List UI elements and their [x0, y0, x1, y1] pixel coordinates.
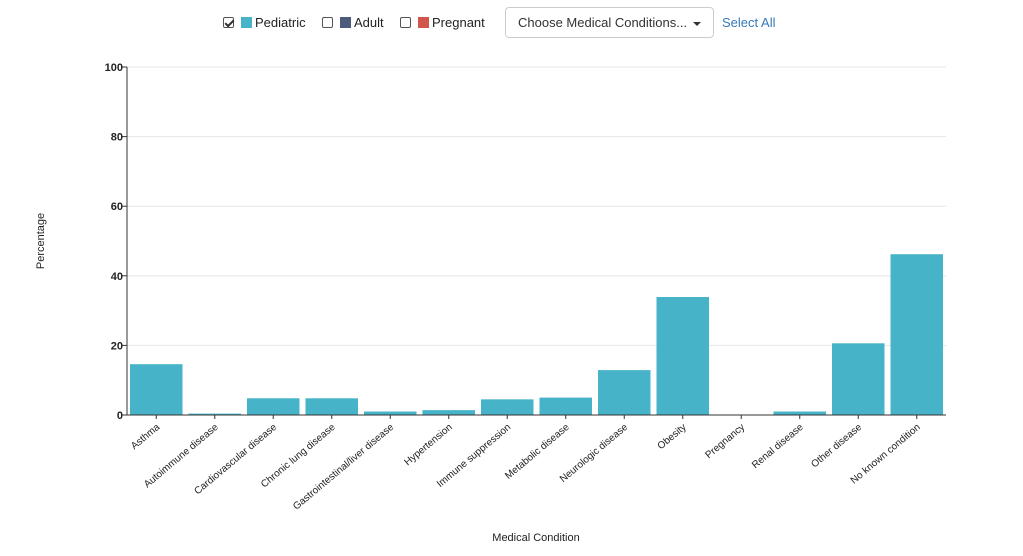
x-tick-label: Gastrointestinal/liver disease	[291, 422, 396, 513]
x-tick-label: Obesity	[656, 422, 689, 452]
y-tick-label: 60	[111, 201, 123, 213]
checkbox-label-adult: Adult	[354, 15, 384, 30]
bar-no-known-condition[interactable]	[890, 254, 944, 415]
grid-lines	[127, 66, 946, 346]
bar-hypertension[interactable]	[422, 410, 476, 415]
controls-bar: Pediatric Adult Pregnant Choose Medical …	[0, 7, 1023, 39]
bar-immune-suppression[interactable]	[481, 399, 534, 415]
bar-gastrointestinal-liver-disease[interactable]	[364, 411, 417, 415]
select-all-link[interactable]: Select All	[722, 15, 776, 30]
medical-conditions-dropdown[interactable]: Choose Medical Conditions...	[505, 7, 714, 38]
y-tick-label: 20	[111, 340, 123, 352]
bar-renal-disease[interactable]	[773, 411, 827, 415]
bar-autoimmune-disease[interactable]	[188, 413, 242, 415]
pediatric-color-swatch	[241, 17, 252, 28]
bar-chronic-lung-disease[interactable]	[305, 398, 359, 415]
y-tick-label: 40	[111, 271, 123, 283]
y-tick-label: 100	[105, 62, 123, 74]
y-axis-title: Percentage	[35, 213, 47, 269]
x-axis-title: Medical Condition	[492, 532, 579, 544]
pregnant-color-swatch	[418, 17, 429, 28]
checkbox-checked-icon[interactable]	[223, 17, 234, 28]
checkbox-label-pediatric: Pediatric	[255, 15, 306, 30]
dropdown-label: Choose Medical Conditions...	[518, 15, 688, 30]
bars	[130, 254, 943, 415]
checkbox-unchecked-icon[interactable]	[400, 17, 411, 28]
bar-metabolic-disease[interactable]	[539, 397, 593, 415]
y-tick-label: 80	[111, 132, 123, 144]
x-tick-label: Pregnancy	[703, 422, 747, 461]
checkbox-label-pregnant: Pregnant	[432, 15, 485, 30]
x-tick-label: Asthma	[129, 422, 162, 452]
checkbox-adult[interactable]: Adult	[322, 15, 384, 30]
checkbox-pregnant[interactable]: Pregnant	[400, 15, 485, 30]
x-tick-label: Hypertension	[402, 422, 454, 468]
x-tick-label: Other disease	[809, 422, 864, 471]
x-tick-label: Renal disease	[750, 422, 806, 471]
caret-down-icon	[693, 21, 702, 26]
bar-obesity[interactable]	[656, 297, 710, 415]
bar-other-disease[interactable]	[832, 343, 885, 415]
y-tick-labels: 0 20 40 60 80 100	[105, 62, 127, 422]
checkbox-pediatric[interactable]: Pediatric	[223, 15, 306, 30]
bar-neurologic-disease[interactable]	[598, 370, 651, 415]
checkbox-unchecked-icon[interactable]	[322, 17, 333, 28]
bar-asthma[interactable]	[130, 364, 183, 415]
adult-color-swatch	[340, 17, 351, 28]
bar-cardiovascular-disease[interactable]	[247, 398, 300, 415]
y-tick-label: 0	[117, 410, 123, 422]
